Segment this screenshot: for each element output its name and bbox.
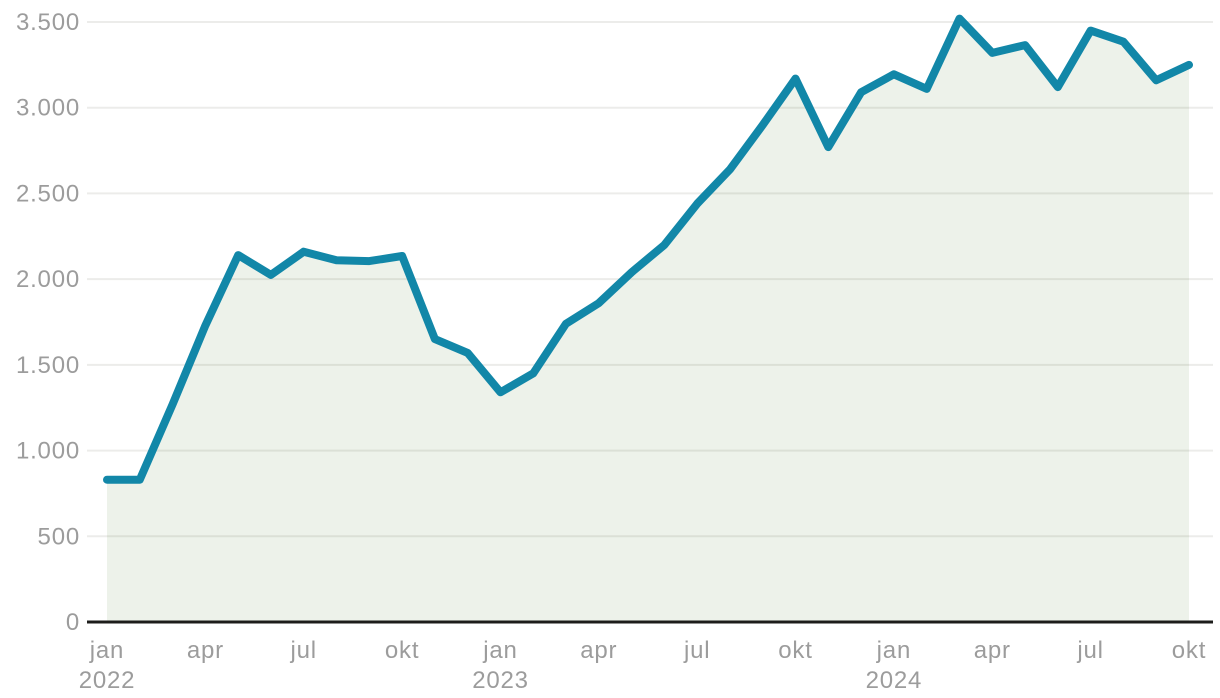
x-tick-label: jul xyxy=(683,637,710,664)
x-tick-year-label: 2024 xyxy=(866,667,923,694)
x-tick-label: okt xyxy=(1172,637,1206,664)
y-tick-label: 3.500 xyxy=(16,9,80,36)
series-line xyxy=(103,14,1193,484)
x-tick-label: apr xyxy=(187,637,224,664)
x-tick-label: jan xyxy=(876,637,911,664)
x-tick-label: jan xyxy=(482,637,517,664)
x-tick-label: jan xyxy=(89,637,124,664)
x-tick-label: apr xyxy=(974,637,1011,664)
series-area-fill xyxy=(107,18,1189,623)
x-tick-label: okt xyxy=(778,637,812,664)
x-tick-year-label: 2023 xyxy=(472,667,529,694)
y-tick-label: 0 xyxy=(66,609,80,636)
x-tick-year-label: 2022 xyxy=(79,667,136,694)
y-tick-label: 2.000 xyxy=(16,266,80,293)
x-tick-label: jul xyxy=(289,637,316,664)
y-tick-label: 2.500 xyxy=(16,180,80,207)
x-tick-label: apr xyxy=(580,637,617,664)
x-tick-label: jul xyxy=(1076,637,1103,664)
y-tick-label: 3.000 xyxy=(16,95,80,122)
y-tick-label: 1.000 xyxy=(16,438,80,465)
y-tick-label: 1.500 xyxy=(16,352,80,379)
y-tick-label: 500 xyxy=(38,523,80,550)
x-tick-label: okt xyxy=(385,637,419,664)
